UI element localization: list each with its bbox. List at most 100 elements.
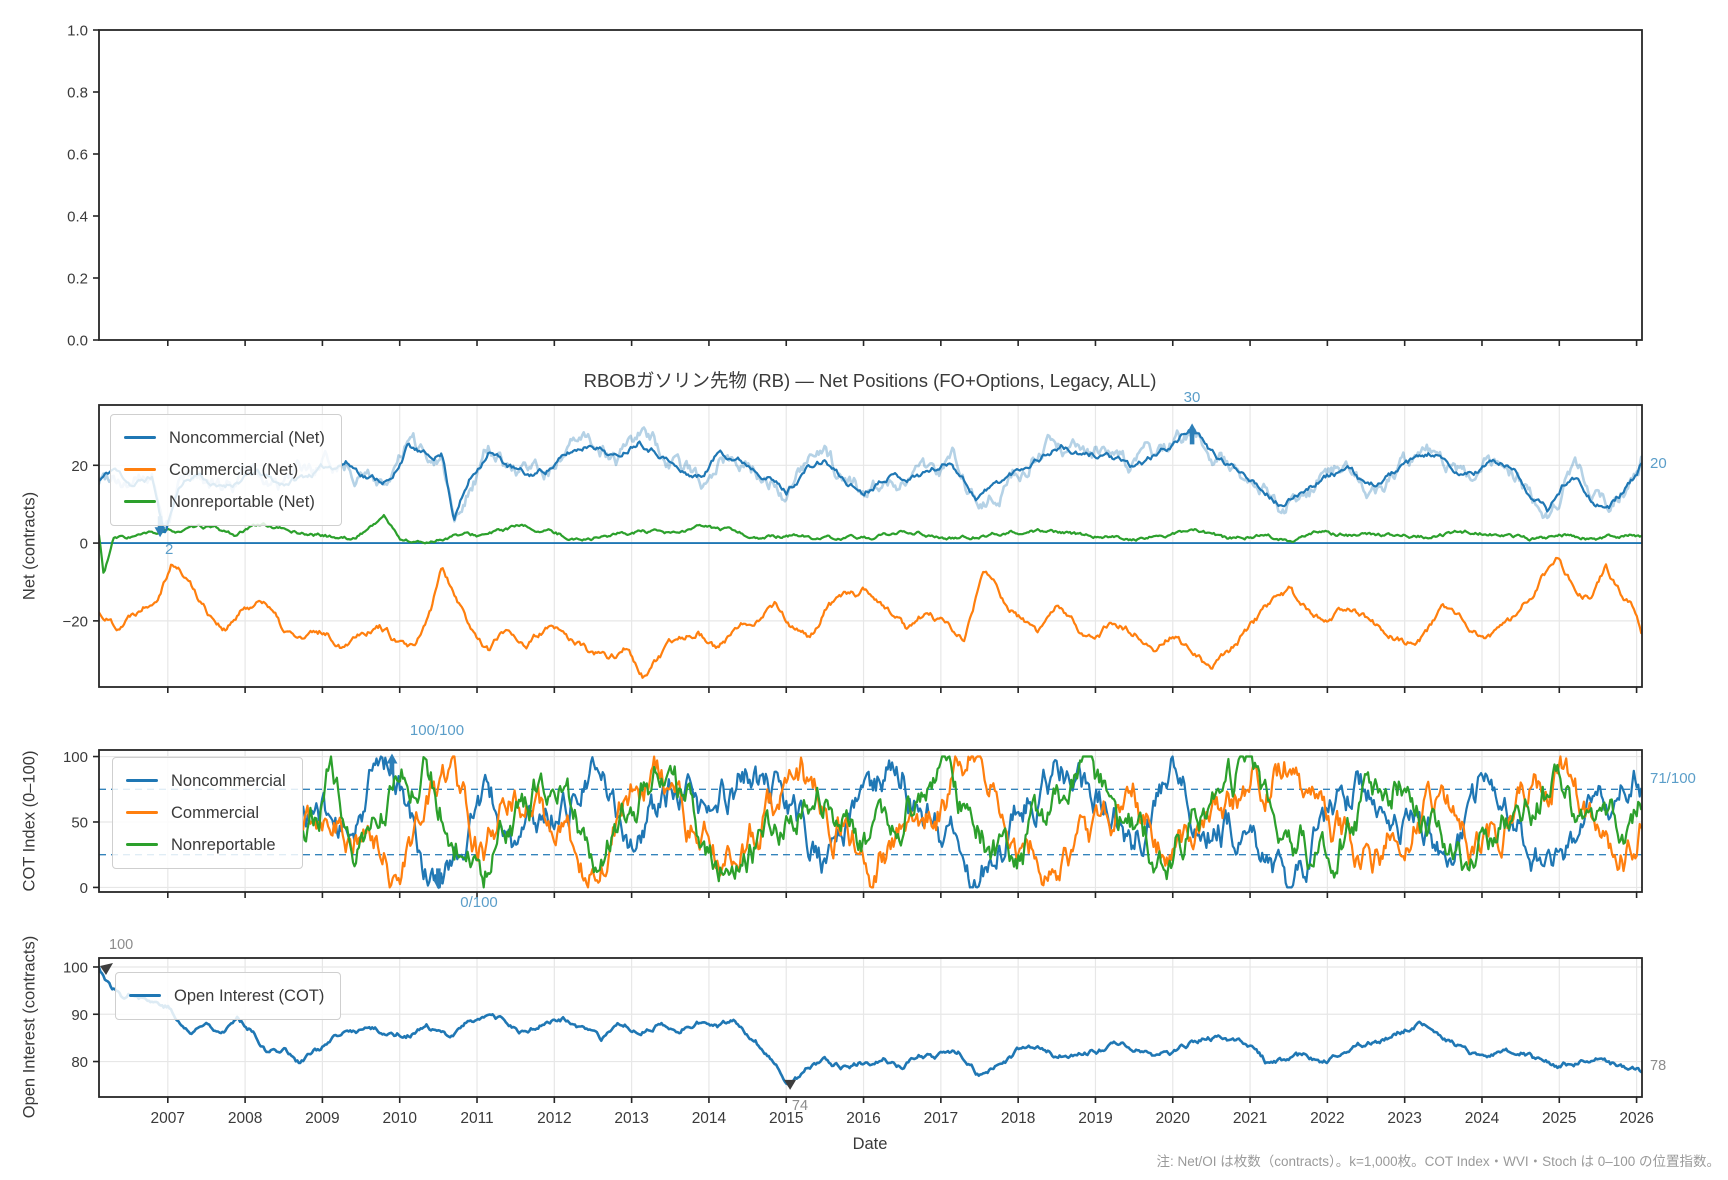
x-tick-label: 2014 <box>692 1110 727 1127</box>
panel1-yticks: 1.0 0.8 0.6 0.4 0.2 0.0 <box>67 23 99 350</box>
panel3-plot <box>99 755 1642 889</box>
y-tick-label: 80 <box>71 1054 88 1071</box>
annotation-p3-min: 0/100 <box>460 894 498 911</box>
x-tick-label: 2012 <box>537 1110 571 1127</box>
panel2-title: RBOBガソリン先物 (RB) — Net Positions (FO+Opti… <box>583 370 1157 391</box>
x-axis-label: Date <box>852 1135 888 1153</box>
x-tick-label: 2024 <box>1465 1110 1500 1127</box>
y-tick-label: 0 <box>80 880 88 897</box>
panel2-xticks <box>167 687 1638 693</box>
legend-label: Nonreportable <box>171 836 276 854</box>
x-tick-label: 2007 <box>151 1110 185 1127</box>
legend-label: Commercial (Net) <box>169 461 299 479</box>
y-tick-label: 1.0 <box>67 23 88 40</box>
panel3-legend: Noncommercial Commercial Nonreportable <box>112 757 303 869</box>
panel3-xticks <box>167 892 1638 898</box>
annotation-p2-start: 2 <box>165 541 174 558</box>
y-tick-label: 0.6 <box>67 147 88 164</box>
legend-label: Noncommercial (Net) <box>169 429 325 447</box>
legend-item: Open Interest (COT) <box>129 980 324 1012</box>
legend-label: Nonreportable (Net) <box>169 493 315 511</box>
series-nonreportable-net <box>99 514 1642 574</box>
panel4-grid <box>99 958 1642 1097</box>
y-tick-label: 0.4 <box>67 209 88 226</box>
min-marker <box>784 1079 797 1090</box>
legend-line-open-interest <box>129 994 161 997</box>
legend-item: Commercial (Net) <box>124 454 325 486</box>
x-tick-label: 2019 <box>1078 1110 1112 1127</box>
series-noncommercial-net <box>99 428 1642 534</box>
panel2-plot <box>99 426 1642 679</box>
x-tick-label: 2011 <box>460 1110 493 1127</box>
y-tick-label: 0.0 <box>67 333 88 350</box>
panel1-group: 1.0 0.8 0.6 0.4 0.2 0.0 <box>67 23 1643 350</box>
down-arrow-marker <box>154 516 166 538</box>
series-open-interest <box>99 966 1642 1088</box>
series-commercial-net <box>99 556 1642 679</box>
annotation-p4-last: 78 <box>1650 1058 1667 1074</box>
x-tick-label: 2009 <box>305 1110 339 1127</box>
panel4-legend: Open Interest (COT) <box>115 972 342 1020</box>
panel2-yticks: 20 0 −20 <box>63 458 99 630</box>
annotation-p2-last: 20 <box>1650 455 1667 472</box>
legend-item: Commercial <box>126 797 286 829</box>
panel3-yticks: 100 50 0 <box>63 749 99 897</box>
y-tick-label: 20 <box>71 458 88 475</box>
up-arrow-marker <box>1186 423 1198 445</box>
x-tick-label: 2010 <box>382 1110 417 1127</box>
x-tick-label: 2020 <box>1156 1110 1191 1127</box>
x-tick-label: 2018 <box>1001 1110 1035 1127</box>
legend-item: Noncommercial <box>126 765 286 797</box>
y-tick-label: 90 <box>71 1007 88 1024</box>
legend-item: Nonreportable (Net) <box>124 486 325 518</box>
x-tick-label: 2021 <box>1233 1110 1267 1127</box>
up-arrow-marker <box>386 753 398 775</box>
x-tick-label: 2023 <box>1387 1110 1421 1127</box>
x-tick-label: 2025 <box>1542 1110 1576 1127</box>
x-tick-label: 2017 <box>924 1110 958 1127</box>
panel4-plot <box>99 966 1642 1088</box>
y-tick-label: 0.8 <box>67 85 88 102</box>
legend-line-nonreportable <box>124 500 156 503</box>
panel2-group: 20 0 −20 <box>63 404 1643 693</box>
panel3-spines <box>98 749 1643 893</box>
y-tick-label: 0 <box>80 536 88 553</box>
legend-label: Open Interest (COT) <box>174 987 325 1005</box>
legend-label: Noncommercial <box>171 772 286 790</box>
panel4-xticks: 2007 2008 2009 2010 2011 2012 2013 2014 2015 2016… <box>151 1097 1654 1127</box>
panel3-group: 100 50 0 <box>63 749 1643 898</box>
x-tick-label: 2016 <box>846 1110 880 1127</box>
legend-line-commercial <box>124 468 156 471</box>
panel1-spines <box>98 29 1643 341</box>
x-tick-label: 2008 <box>228 1110 262 1127</box>
legend-line-noncommercial <box>126 779 158 782</box>
panel3-ylabel: COT Index (0–100) <box>20 750 39 892</box>
y-tick-label: 100 <box>63 959 88 976</box>
down-arrow-marker <box>432 868 444 890</box>
y-tick-label: 50 <box>71 814 88 831</box>
y-tick-label: −20 <box>63 613 88 630</box>
panel3-grid <box>99 750 1642 892</box>
panel2-ylabel: Net (contracts) <box>20 491 39 601</box>
panel2-spines <box>98 404 1643 688</box>
annotation-p3-last: 71/100 <box>1650 770 1696 787</box>
panel2-legend: Noncommercial (Net) Commercial (Net) Non… <box>110 414 342 526</box>
legend-line-nonreportable <box>126 843 158 846</box>
panel4-yticks: 100 90 80 <box>63 959 99 1071</box>
panel2-grid <box>99 405 1642 687</box>
panel1-xticks <box>167 340 1638 346</box>
series-nonreportable-index <box>302 755 1642 889</box>
annotation-p4-min: 74 <box>791 1098 809 1114</box>
panel4-spines <box>98 957 1643 1098</box>
annotation-p4-start: 100 <box>109 937 134 953</box>
legend-item: Noncommercial (Net) <box>124 422 325 454</box>
x-tick-label: 2026 <box>1619 1110 1653 1127</box>
footnote: 注: Net/OI は枚数（contracts）。k=1,000枚。COT In… <box>1156 1154 1720 1169</box>
y-tick-label: 0.2 <box>67 271 88 288</box>
annotation-p3-max: 100/100 <box>409 722 465 739</box>
legend-line-commercial <box>126 811 158 814</box>
start-marker <box>100 962 113 975</box>
legend-item: Nonreportable <box>126 829 286 861</box>
